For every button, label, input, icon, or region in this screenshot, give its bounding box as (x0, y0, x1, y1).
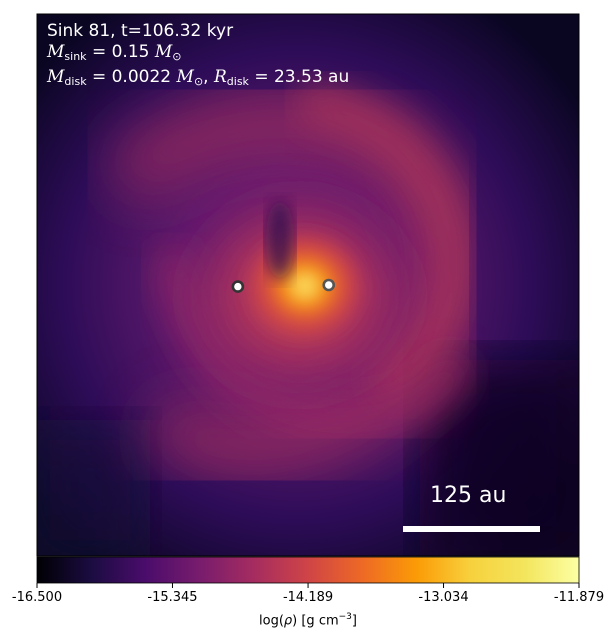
colorbar-tick-label: -11.879 (553, 590, 605, 605)
scale-bar (403, 526, 540, 532)
sink-markers (231, 278, 336, 293)
colorbar-ticks (36, 583, 580, 588)
colorbar-tick-label: -16.500 (11, 590, 63, 605)
colorbar-tick-label: -15.345 (147, 590, 198, 605)
sink-81-marker (322, 278, 336, 292)
colorbar (36, 556, 580, 584)
disk-line: Mdisk = 0.0022 M⊙, Rdisk = 23.53 au (47, 67, 350, 88)
title-annotation: Sink 81, t=106.32 kyr Msink = 0.15 M⊙ Md… (47, 21, 349, 92)
colorbar-tick-label: -13.034 (418, 590, 469, 605)
colorbar-tick-label: -14.189 (282, 590, 334, 605)
density-map (37, 14, 579, 556)
companion-sink-marker (231, 280, 245, 293)
m-sink-line: Msink = 0.15 M⊙ (47, 42, 182, 63)
sink-line: Sink 81, t=106.32 kyr (47, 21, 234, 41)
plot-frame (36, 13, 580, 557)
colorbar-label: log(ρ) [g cm−3] (259, 612, 357, 629)
scale-bar-label: 125 au (430, 483, 507, 508)
